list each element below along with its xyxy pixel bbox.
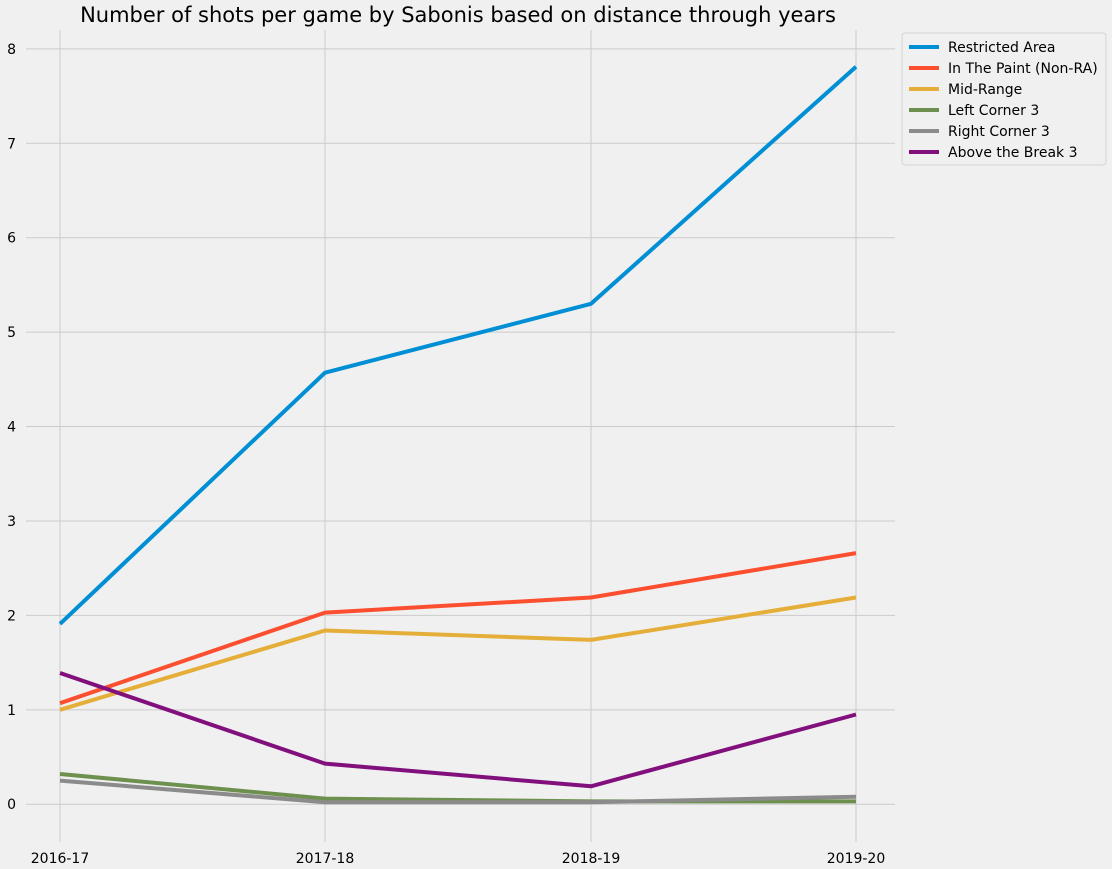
y-tick-label: 1 bbox=[7, 703, 16, 719]
y-tick-label: 4 bbox=[7, 420, 16, 436]
y-tick-label: 6 bbox=[7, 231, 16, 247]
series-line-2 bbox=[59, 551, 857, 706]
y-axis-ticks: 0 1 2 3 4 5 6 7 8 bbox=[7, 42, 16, 813]
legend-label: In The Paint (Non-RA) bbox=[948, 61, 1098, 77]
x-tick-label: 2018-19 bbox=[562, 851, 621, 867]
legend-label: Left Corner 3 bbox=[948, 103, 1039, 119]
legend-label: Restricted Area bbox=[948, 40, 1056, 56]
series-line-6 bbox=[59, 671, 857, 789]
x-tick-label: 2019-20 bbox=[827, 851, 886, 867]
series-lines bbox=[58, 65, 858, 805]
chart-title: Number of shots per game by Sabonis base… bbox=[80, 3, 836, 27]
legend-box bbox=[901, 32, 1107, 166]
y-tick-label: 0 bbox=[7, 797, 16, 813]
y-tick-label: 5 bbox=[7, 325, 16, 341]
x-tick-label: 2016-17 bbox=[31, 851, 90, 867]
series-line-5 bbox=[59, 778, 857, 805]
legend-label: Mid-Range bbox=[948, 82, 1022, 98]
legend-label: Right Corner 3 bbox=[948, 124, 1050, 140]
legend: Restricted Area In The Paint (Non-RA) Mid-… bbox=[901, 32, 1107, 166]
x-axis-ticks: 2016-17 2017-18 2018-19 2019-20 bbox=[31, 851, 886, 867]
legend-label: Above the Break 3 bbox=[948, 145, 1078, 161]
series-line-1 bbox=[58, 65, 858, 626]
series-line-3 bbox=[59, 595, 857, 712]
y-tick-label: 8 bbox=[7, 42, 16, 58]
y-tick-label: 3 bbox=[7, 514, 16, 530]
x-tick-label: 2017-18 bbox=[296, 851, 355, 867]
y-tick-label: 7 bbox=[7, 136, 16, 152]
y-tick-label: 2 bbox=[7, 608, 16, 624]
grid-lines bbox=[26, 30, 895, 842]
